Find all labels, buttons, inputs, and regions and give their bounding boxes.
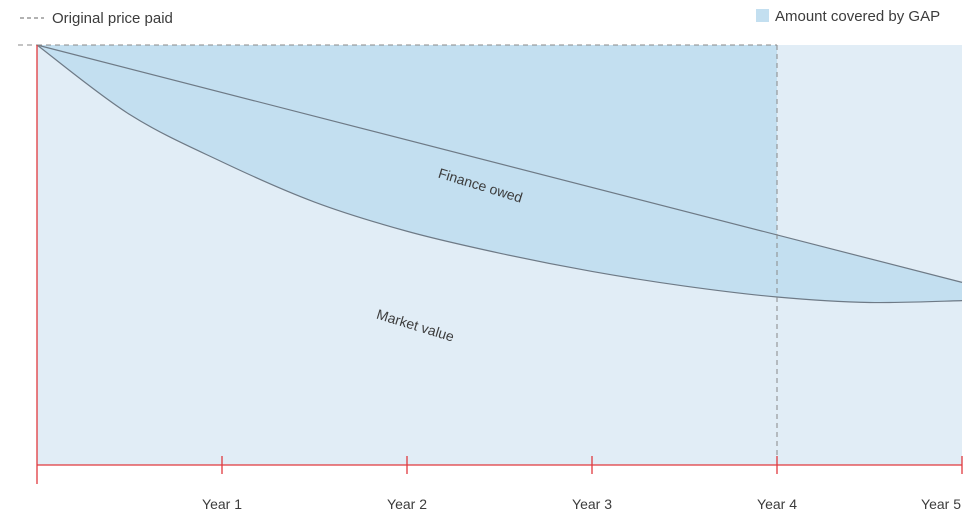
x-tick-label: Year 5 xyxy=(921,496,961,512)
x-tick-label: Year 4 xyxy=(757,496,797,512)
x-tick-label: Year 1 xyxy=(202,496,242,512)
x-tick-labels: Year 1 Year 2 Year 3 Year 4 Year 5 xyxy=(202,496,961,512)
gap-area xyxy=(37,45,962,303)
finance-owed-line xyxy=(36,44,963,283)
x-ticks xyxy=(221,456,963,474)
legend-gap: Amount covered by GAP xyxy=(775,8,940,25)
market-value-line xyxy=(36,44,963,304)
legend-gap-swatch xyxy=(756,9,769,22)
x-tick-label: Year 3 xyxy=(572,496,612,512)
legend: Original price paid Amount covered by GA… xyxy=(20,8,940,27)
x-tick-label: Year 2 xyxy=(387,496,427,512)
legend-original-price: Original price paid xyxy=(52,10,173,27)
